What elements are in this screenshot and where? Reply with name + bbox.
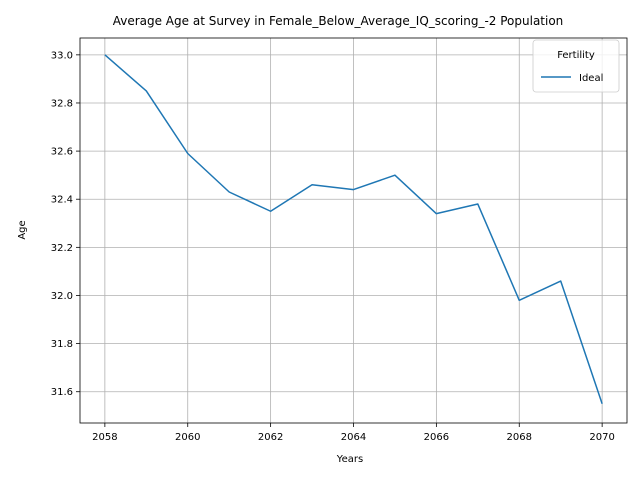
legend-title: Fertility	[557, 50, 595, 61]
y-axis-label: Age	[17, 220, 28, 239]
series-group	[104, 54, 603, 404]
x-axis-label: Years	[336, 454, 363, 465]
chart-title: Average Age at Survey in Female_Below_Av…	[113, 14, 564, 28]
x-tick-label: 2060	[175, 432, 200, 443]
x-tick-label: 2062	[258, 432, 283, 443]
y-tick-label: 32.0	[51, 291, 73, 302]
y-tick-label: 32.8	[51, 98, 73, 109]
x-tick-label: 2066	[424, 432, 449, 443]
legend: Fertility Ideal	[532, 39, 620, 93]
y-axis: 31.6 31.8 32.0 32.2 32.4 32.6 32.8 33.0	[51, 50, 80, 398]
x-tick-label: 2058	[92, 432, 117, 443]
x-tick-label: 2070	[589, 432, 614, 443]
y-tick-label: 31.6	[51, 387, 73, 398]
x-tick-label: 2068	[507, 432, 532, 443]
x-axis: 2058 2060 2062 2064 2066 2068 2070	[92, 423, 615, 443]
y-tick-label: 32.6	[51, 147, 73, 158]
y-tick-label: 32.2	[51, 243, 73, 254]
y-tick-label: 31.8	[51, 339, 73, 350]
legend-label-ideal: Ideal	[579, 73, 603, 84]
y-tick-label: 33.0	[51, 50, 73, 61]
legend-box	[532, 39, 620, 93]
grid-lines	[80, 38, 627, 423]
x-tick-label: 2064	[341, 432, 366, 443]
y-tick-label: 32.4	[51, 195, 73, 206]
